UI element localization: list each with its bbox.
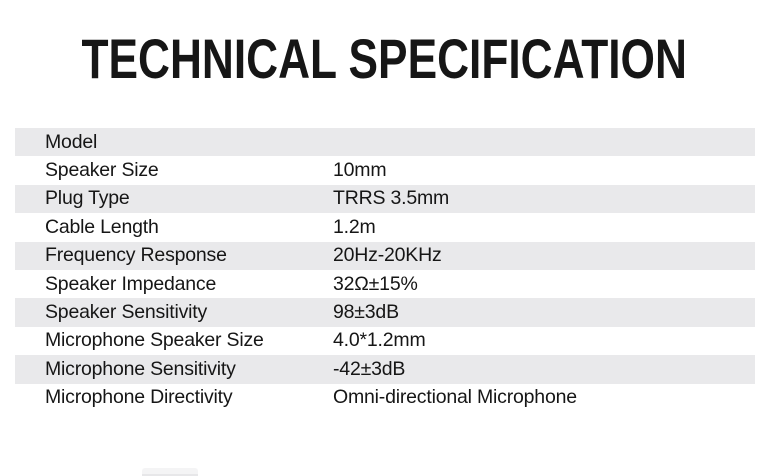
table-row: Plug Type TRRS 3.5mm [15, 184, 755, 214]
spec-label: Frequency Response [45, 244, 227, 267]
spec-value: Omni-directional Microphone [333, 386, 577, 409]
page-title: TECHNICAL SPECIFICATION [81, 27, 687, 90]
spec-value: 98±3dB [333, 301, 399, 324]
spec-label: Speaker Size [45, 159, 159, 182]
spec-label: Microphone Sensitivity [45, 357, 236, 380]
table-row: Model [15, 128, 755, 157]
table-row: Speaker Sensitivity 98±3dB [15, 298, 755, 327]
spec-value: 1.2m [333, 215, 376, 238]
spec-value: 32Ω±15% [333, 272, 418, 295]
spec-label: Model [45, 130, 98, 153]
table-row: Cable Length 1.2m [15, 213, 755, 241]
header: TECHNICAL SPECIFICATION [0, 31, 768, 87]
table-row: Speaker Size 10mm [15, 156, 755, 184]
spec-label: Speaker Sensitivity [45, 301, 208, 324]
table-row: Microphone Speaker Size 4.0*1.2mm [15, 327, 755, 355]
table-row: Microphone Directivity Omni-directional … [15, 384, 755, 412]
spec-value: -42±3dB [333, 357, 406, 380]
spec-label: Plug Type [45, 187, 130, 210]
cropped-bottom-element [142, 468, 198, 476]
spec-value: 10mm [333, 159, 387, 182]
table-row: Frequency Response 20Hz-20KHz [15, 241, 755, 270]
table-row: Microphone Sensitivity -42±3dB [15, 355, 755, 384]
spec-value: 4.0*1.2mm [333, 329, 426, 352]
spec-label: Microphone Directivity [45, 386, 233, 409]
spec-value: 20Hz-20KHz [333, 244, 442, 267]
spec-table: Model Speaker Size 10mm Plug Type TRRS 3… [15, 128, 755, 412]
spec-value: TRRS 3.5mm [333, 187, 450, 210]
spec-label: Cable Length [45, 215, 159, 238]
spec-label: Microphone Speaker Size [45, 329, 264, 352]
table-row: Speaker Impedance 32Ω±15% [15, 270, 755, 298]
spec-label: Speaker Impedance [45, 272, 217, 295]
